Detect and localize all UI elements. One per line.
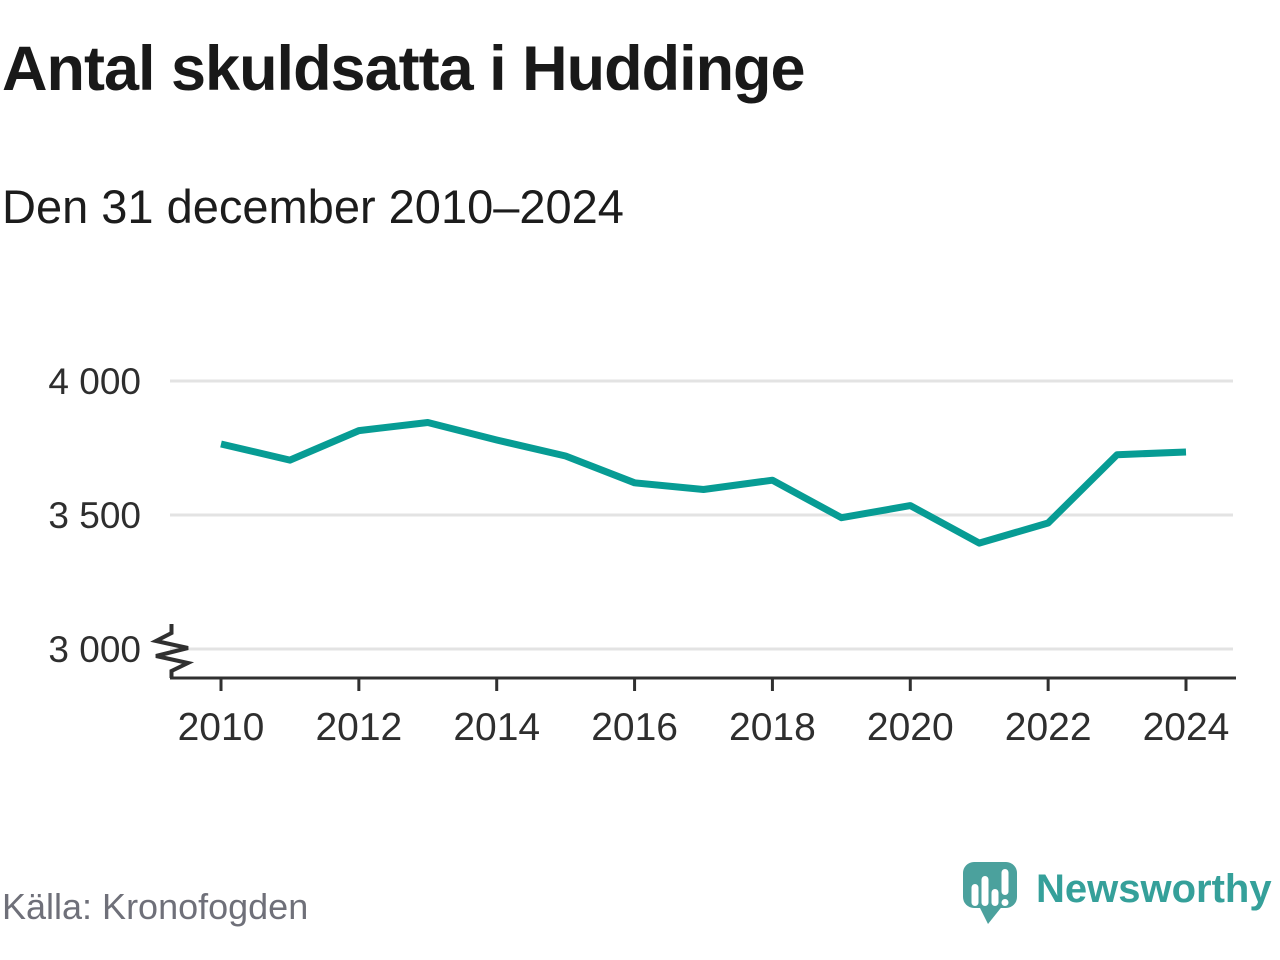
data-line-antal-skuldsatta: [220, 419, 1187, 547]
brand-name: Newsworthy: [1036, 867, 1272, 911]
source-note: Källa: Kronofogden: [2, 886, 309, 927]
axis-break-icon: [150, 624, 195, 678]
chart-subtitle: Den 31 december 2010–2024: [2, 180, 624, 233]
x-axis-label-2020: 2020: [867, 706, 954, 749]
brand-footer: Newsworthy: [958, 860, 1278, 935]
x-axis-label-2018: 2018: [729, 706, 816, 749]
y-axis-label-4000: 4 000: [48, 361, 141, 402]
x-axis-label-2016: 2016: [591, 706, 678, 749]
page-title: Antal skuldsatta i Huddinge: [2, 34, 806, 104]
x-axis-label-2010: 2010: [178, 706, 265, 749]
y-axis-label-3000: 3 000: [48, 629, 141, 670]
x-axis-label-2024: 2024: [1143, 706, 1230, 749]
x-axis-label-2014: 2014: [453, 706, 540, 749]
newsworthy-logo-icon: [963, 862, 1017, 924]
x-axis-label-2022: 2022: [1005, 706, 1092, 749]
x-axis-label-2012: 2012: [315, 706, 402, 749]
y-axis-label-3500: 3 500: [48, 495, 141, 536]
